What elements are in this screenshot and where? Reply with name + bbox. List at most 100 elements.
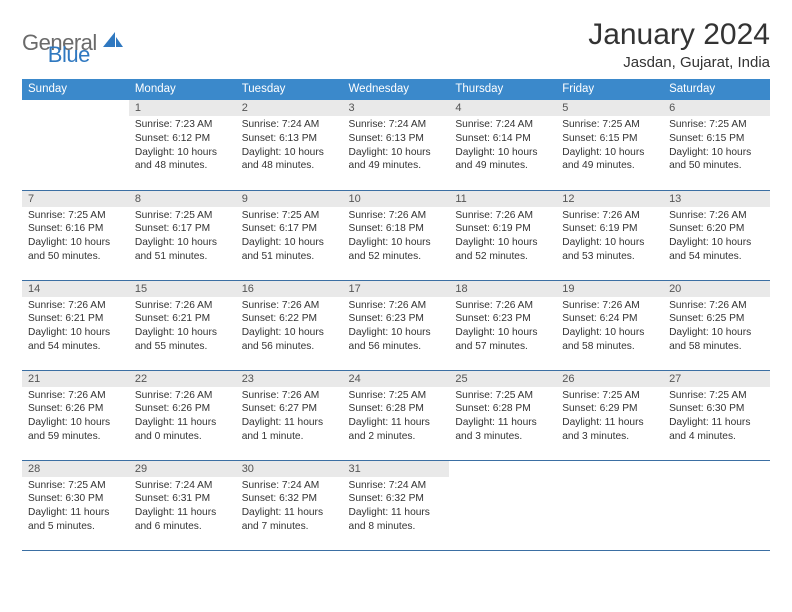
calendar-table: Sunday Monday Tuesday Wednesday Thursday… <box>22 79 770 551</box>
daylight-text: Daylight: 11 hours and 5 minutes. <box>28 506 123 534</box>
day-number <box>22 100 129 104</box>
day-cell: 5Sunrise: 7:25 AMSunset: 6:15 PMDaylight… <box>556 100 663 190</box>
day-number: 11 <box>449 191 556 207</box>
logo-sail-icon <box>102 31 124 54</box>
day-cell: 4Sunrise: 7:24 AMSunset: 6:14 PMDaylight… <box>449 100 556 190</box>
day-cell: 8Sunrise: 7:25 AMSunset: 6:17 PMDaylight… <box>129 190 236 280</box>
day-cell: 16Sunrise: 7:26 AMSunset: 6:22 PMDayligh… <box>236 280 343 370</box>
day-number: 7 <box>22 191 129 207</box>
day-number: 29 <box>129 461 236 477</box>
day-body: Sunrise: 7:25 AMSunset: 6:15 PMDaylight:… <box>556 116 663 179</box>
weekday-header: Wednesday <box>343 79 450 100</box>
sunset-text: Sunset: 6:27 PM <box>242 402 337 416</box>
sunrise-text: Sunrise: 7:26 AM <box>562 299 657 313</box>
sunset-text: Sunset: 6:23 PM <box>455 312 550 326</box>
day-cell: 6Sunrise: 7:25 AMSunset: 6:15 PMDaylight… <box>663 100 770 190</box>
sunrise-text: Sunrise: 7:26 AM <box>28 299 123 313</box>
day-cell: 1Sunrise: 7:23 AMSunset: 6:12 PMDaylight… <box>129 100 236 190</box>
day-number: 3 <box>343 100 450 116</box>
sunset-text: Sunset: 6:13 PM <box>242 132 337 146</box>
sunrise-text: Sunrise: 7:26 AM <box>135 389 230 403</box>
day-body: Sunrise: 7:26 AMSunset: 6:27 PMDaylight:… <box>236 387 343 450</box>
sunset-text: Sunset: 6:12 PM <box>135 132 230 146</box>
day-number: 23 <box>236 371 343 387</box>
day-body: Sunrise: 7:26 AMSunset: 6:18 PMDaylight:… <box>343 207 450 270</box>
sunrise-text: Sunrise: 7:26 AM <box>562 209 657 223</box>
weekday-header: Friday <box>556 79 663 100</box>
sunrise-text: Sunrise: 7:24 AM <box>242 479 337 493</box>
day-cell: 2Sunrise: 7:24 AMSunset: 6:13 PMDaylight… <box>236 100 343 190</box>
day-cell: 3 Sunrise: 7:24 AMSunset: 6:13 PMDaylight… <box>343 100 450 190</box>
sunset-text: Sunset: 6:32 PM <box>242 492 337 506</box>
daylight-text: Daylight: 10 hours and 52 minutes. <box>349 236 444 264</box>
title-block: January 2024 Jasdan, Gujarat, India <box>588 18 770 71</box>
daylight-text: Daylight: 11 hours and 7 minutes. <box>242 506 337 534</box>
sunrise-text: Sunrise: 7:24 AM <box>242 118 337 132</box>
day-body: Sunrise: 7:23 AMSunset: 6:12 PMDaylight:… <box>129 116 236 179</box>
daylight-text: Daylight: 10 hours and 49 minutes. <box>455 146 550 174</box>
day-cell: 19Sunrise: 7:26 AMSunset: 6:24 PMDayligh… <box>556 280 663 370</box>
day-cell: 29Sunrise: 7:24 AMSunset: 6:31 PMDayligh… <box>129 460 236 550</box>
day-number: 27 <box>663 371 770 387</box>
daylight-text: Daylight: 10 hours and 56 minutes. <box>242 326 337 354</box>
calendar-row: 1Sunrise: 7:23 AMSunset: 6:12 PMDaylight… <box>22 100 770 190</box>
day-body: Sunrise: 7:26 AMSunset: 6:22 PMDaylight:… <box>236 297 343 360</box>
day-cell: 23Sunrise: 7:26 AMSunset: 6:27 PMDayligh… <box>236 370 343 460</box>
sunset-text: Sunset: 6:21 PM <box>28 312 123 326</box>
sunset-text: Sunset: 6:29 PM <box>562 402 657 416</box>
sunset-text: Sunset: 6:32 PM <box>349 492 444 506</box>
weekday-header: Tuesday <box>236 79 343 100</box>
sunrise-text: Sunrise: 7:23 AM <box>135 118 230 132</box>
sunset-text: Sunset: 6:13 PM <box>349 132 444 146</box>
day-body: Sunrise: 7:26 AMSunset: 6:26 PMDaylight:… <box>129 387 236 450</box>
day-cell: 27Sunrise: 7:25 AMSunset: 6:30 PMDayligh… <box>663 370 770 460</box>
daylight-text: Daylight: 10 hours and 49 minutes. <box>349 146 444 174</box>
weekday-header-row: Sunday Monday Tuesday Wednesday Thursday… <box>22 79 770 100</box>
sunrise-text: Sunrise: 7:25 AM <box>455 389 550 403</box>
sunrise-text: Sunrise: 7:26 AM <box>669 299 764 313</box>
daylight-text: Daylight: 10 hours and 50 minutes. <box>28 236 123 264</box>
day-cell: 14Sunrise: 7:26 AMSunset: 6:21 PMDayligh… <box>22 280 129 370</box>
sunset-text: Sunset: 6:19 PM <box>455 222 550 236</box>
sunset-text: Sunset: 6:22 PM <box>242 312 337 326</box>
day-number: 13 <box>663 191 770 207</box>
location-label: Jasdan, Gujarat, India <box>588 54 770 71</box>
sunset-text: Sunset: 6:16 PM <box>28 222 123 236</box>
sunrise-text: Sunrise: 7:25 AM <box>562 118 657 132</box>
daylight-text: Daylight: 11 hours and 3 minutes. <box>455 416 550 444</box>
day-number: 9 <box>236 191 343 207</box>
sunset-text: Sunset: 6:18 PM <box>349 222 444 236</box>
sunset-text: Sunset: 6:21 PM <box>135 312 230 326</box>
logo: General Blue <box>22 18 90 68</box>
daylight-text: Daylight: 10 hours and 54 minutes. <box>669 236 764 264</box>
day-number: 4 <box>449 100 556 116</box>
sunrise-text: Sunrise: 7:25 AM <box>669 389 764 403</box>
daylight-text: Daylight: 10 hours and 50 minutes. <box>669 146 764 174</box>
logo-text-blue: Blue <box>48 42 90 68</box>
day-number: 25 <box>449 371 556 387</box>
day-body: Sunrise: 7:24 AMSunset: 6:31 PMDaylight:… <box>129 477 236 540</box>
daylight-text: Daylight: 11 hours and 3 minutes. <box>562 416 657 444</box>
daylight-text: Daylight: 11 hours and 0 minutes. <box>135 416 230 444</box>
sunset-text: Sunset: 6:14 PM <box>455 132 550 146</box>
sunset-text: Sunset: 6:23 PM <box>349 312 444 326</box>
day-number: 17 <box>343 281 450 297</box>
day-body: Sunrise: 7:26 AMSunset: 6:23 PMDaylight:… <box>449 297 556 360</box>
sunset-text: Sunset: 6:26 PM <box>28 402 123 416</box>
sunrise-text: Sunrise: 7:24 AM <box>135 479 230 493</box>
sunrise-text: Sunrise: 7:25 AM <box>349 389 444 403</box>
day-number: 19 <box>556 281 663 297</box>
sunrise-text: Sunrise: 7:26 AM <box>242 389 337 403</box>
day-body: Sunrise: 7:26 AMSunset: 6:21 PMDaylight:… <box>22 297 129 360</box>
daylight-text: Daylight: 10 hours and 59 minutes. <box>28 416 123 444</box>
day-number: 15 <box>129 281 236 297</box>
sunset-text: Sunset: 6:20 PM <box>669 222 764 236</box>
day-body: Sunrise: 7:25 AMSunset: 6:30 PMDaylight:… <box>663 387 770 450</box>
day-number: 10 <box>343 191 450 207</box>
daylight-text: Daylight: 11 hours and 6 minutes. <box>135 506 230 534</box>
sunrise-text: Sunrise: 7:24 AM <box>349 118 444 132</box>
sunrise-text: Sunrise: 7:26 AM <box>135 299 230 313</box>
day-body: Sunrise: 7:24 AMSunset: 6:32 PMDaylight:… <box>343 477 450 540</box>
day-cell: 31Sunrise: 7:24 AMSunset: 6:32 PMDayligh… <box>343 460 450 550</box>
daylight-text: Daylight: 11 hours and 1 minute. <box>242 416 337 444</box>
